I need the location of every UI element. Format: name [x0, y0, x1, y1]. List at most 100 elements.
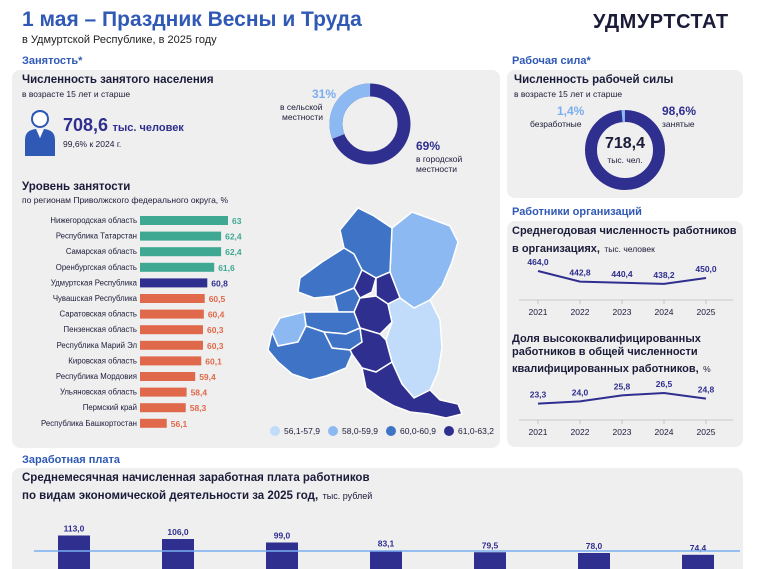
donut-rural-segment [329, 83, 411, 165]
unemployed-label: безработные [530, 119, 582, 129]
region-bar [140, 247, 222, 257]
region-value-label: 62,4 [225, 232, 242, 242]
legend-swatch-2 [328, 426, 338, 436]
salary-value-label: 113,0 [64, 524, 85, 534]
brand-logo: УДМУРТСТАТ [593, 11, 729, 33]
region-bar [140, 387, 187, 397]
region-bar [140, 418, 167, 428]
x-tick-label: 2021 [529, 427, 548, 437]
salary-title-1: Среднемесячная начисленная заработная пл… [22, 472, 370, 484]
region-bar [140, 262, 215, 272]
legend-label-1: 56,1-57,9 [284, 426, 320, 436]
legend-swatch-1 [270, 426, 280, 436]
rural-pct: 31% [312, 87, 337, 101]
salary-bar [682, 554, 714, 569]
data-label: 23,3 [530, 390, 547, 400]
data-label: 24,8 [698, 385, 715, 395]
workers-chart2-title-1: Доля высококвалифицированных [512, 333, 701, 345]
workers-count-line-chart: 464,0 2021 442,8 2022 440,4 2023 438,2 2024 450,… [519, 257, 733, 317]
workers-chart2-title-3: квалифицированных работников, [512, 363, 699, 375]
unemployed-pct: 1,4% [557, 104, 585, 118]
region-value-label: 60,8 [211, 278, 228, 288]
region-label: Республика Мордовия [56, 372, 137, 381]
labour-donut [585, 110, 665, 190]
region-label: Республика Татарстан [56, 232, 137, 241]
region-value-label: 60,3 [207, 341, 224, 351]
salary-value-label: 83,1 [378, 538, 395, 548]
x-tick-label: 2025 [697, 427, 716, 437]
map-region-perm [389, 211, 459, 309]
region-bar [140, 403, 186, 413]
data-label: 438,2 [653, 270, 675, 280]
region-label: Чувашская Республика [53, 294, 138, 303]
section-salary: Заработная плата [22, 454, 120, 466]
workers-panel [507, 221, 743, 447]
region-bar [140, 231, 222, 241]
salary-bar [578, 553, 610, 569]
urban-label-1: в городской [416, 154, 463, 164]
level-title: Уровень занятости [22, 181, 131, 193]
map-region-saratov [267, 325, 353, 381]
salary-title-2: по видам экономической деятельности за 2… [22, 490, 319, 502]
salary-bar [266, 542, 298, 569]
region-label: Оренбургская область [56, 263, 137, 272]
workers-chart1-unit: тыс. человек [604, 244, 655, 254]
donut-unemployed-segment [585, 110, 665, 190]
region-bar [140, 278, 208, 288]
labour-panel [507, 70, 743, 198]
section-labour: Рабочая сила* [512, 55, 591, 67]
page-subtitle: в Удмуртской Республике, в 2025 году [22, 34, 217, 46]
employment-value-row: 708,6 тыс. человек [63, 115, 184, 136]
region-bar [140, 294, 205, 303]
salary-unit: тыс. рублей [322, 491, 373, 501]
section-employment: Занятость* [22, 55, 83, 67]
person-icon [25, 110, 55, 156]
salary-bar [370, 550, 402, 569]
region-bar [140, 325, 203, 335]
salary-value-label: 78,0 [586, 541, 603, 551]
volga-district-map [267, 207, 464, 419]
x-tick-label: 2021 [529, 307, 548, 317]
series-line [537, 270, 707, 285]
region-value-label: 58,4 [191, 388, 208, 398]
x-tick-label: 2022 [571, 427, 590, 437]
urban-rural-donut [329, 83, 411, 165]
section-workers: Работники организаций [512, 206, 642, 218]
workers-chart2-unit: % [703, 364, 711, 374]
urban-label-2: местности [416, 164, 458, 174]
region-label: Республика Марий Эл [57, 341, 138, 350]
data-label: 450,0 [695, 264, 717, 274]
employment-subtitle: в возрасте 15 лет и старше [22, 89, 131, 99]
rural-label-1: в сельской [280, 102, 323, 112]
legend-swatch-3 [386, 426, 396, 436]
region-label: Пермский край [83, 403, 137, 412]
region-value-label: 60,3 [207, 325, 224, 335]
region-label: Саратовская область [59, 310, 137, 319]
region-value-label: 60,4 [208, 310, 225, 320]
x-tick-label: 2022 [571, 307, 590, 317]
map-legend: 56,1-57,9 58,0-59,9 60,0-60,9 61,0-63,2 [270, 424, 500, 438]
urban-pct: 69% [416, 139, 441, 153]
employment-level-bar-chart: Нижегородская область 63,2 Республика Тата… [41, 216, 242, 429]
donut-employed-segment [585, 110, 665, 190]
x-tick-label: 2025 [697, 307, 716, 317]
region-value-label: 58,3 [190, 403, 207, 413]
region-bar [140, 340, 203, 350]
data-label: 26,5 [656, 379, 673, 389]
workers-chart1-title-1: Среднегодовая численность работников [512, 225, 737, 237]
high-skill-share-line-chart: 23,3 2021 24,0 2022 25,8 2023 26,5 2024 24,8 2025 [519, 379, 733, 437]
region-value-label: 62,4 [225, 247, 242, 257]
region-label: Нижегородская область [50, 216, 137, 225]
labour-title: Численность рабочей силы [514, 74, 674, 86]
region-bar [140, 309, 204, 319]
legend-swatch-4 [444, 426, 454, 436]
region-value-label: 59,4 [199, 372, 216, 382]
series-line [537, 391, 707, 405]
x-tick-label: 2023 [613, 427, 632, 437]
region-label: Ульяновская область [60, 388, 137, 397]
map-region-orenburg [361, 360, 464, 419]
salary-value-label: 79,5 [482, 540, 499, 550]
employment-title: Численность занятого населения [22, 74, 214, 86]
legend-label-3: 60,0-60,9 [400, 426, 436, 436]
workers-chart1-title-row: в организациях, тыс. человек [512, 239, 655, 257]
